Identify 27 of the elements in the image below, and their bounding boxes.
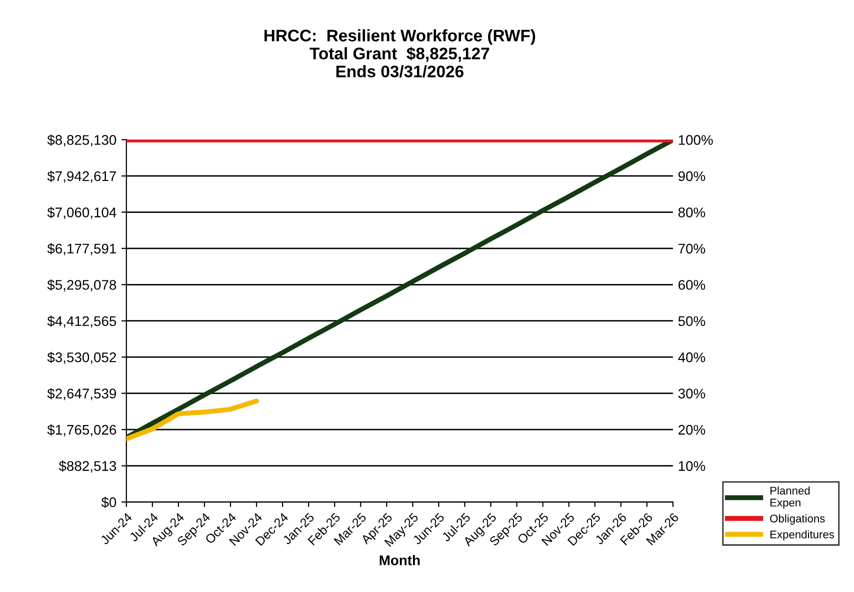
legend-label: Expenditures bbox=[770, 530, 834, 541]
y-tick-label: $3,530,052 bbox=[47, 352, 116, 364]
y-tick-label: $8,825,130 bbox=[47, 134, 116, 147]
legend-label: Planned Expen bbox=[770, 486, 810, 509]
y-tick-label: $6,177,591 bbox=[47, 243, 116, 256]
x-axis-title: Month bbox=[380, 555, 420, 566]
y2-tick-label: 30% bbox=[678, 388, 706, 398]
y2-tick-label: 70% bbox=[678, 244, 706, 254]
y2-tick-label: 50% bbox=[678, 316, 706, 326]
y2-tick-label: 90% bbox=[678, 171, 706, 182]
y-tick-label: $7,942,617 bbox=[47, 170, 116, 183]
y2-tick-label: 40% bbox=[678, 352, 706, 362]
y2-tick-label: 60% bbox=[678, 280, 706, 290]
y-tick-label: $7,060,104 bbox=[47, 206, 116, 219]
y-tick-label: $1,765,026 bbox=[47, 424, 116, 436]
y2-tick-label: 80% bbox=[678, 208, 706, 218]
y2-tick-label: 20% bbox=[678, 424, 706, 435]
y-tick-label: $2,647,539 bbox=[47, 388, 116, 400]
y-tick-label: $5,295,078 bbox=[47, 279, 116, 292]
y-tick-label: $882,513 bbox=[58, 460, 116, 473]
legend-label: Obligations bbox=[770, 514, 825, 525]
y-tick-label: $0 bbox=[101, 496, 116, 508]
chart-title: HRCC: Resilient Workforce (RWF) Total Grant $8,825,127 Ends 03/31/2026 bbox=[264, 29, 536, 78]
y-tick-label: $4,412,565 bbox=[47, 316, 116, 328]
y2-tick-label: 10% bbox=[678, 461, 706, 471]
line-series bbox=[126, 398, 259, 442]
y2-tick-label: 100% bbox=[678, 135, 713, 145]
